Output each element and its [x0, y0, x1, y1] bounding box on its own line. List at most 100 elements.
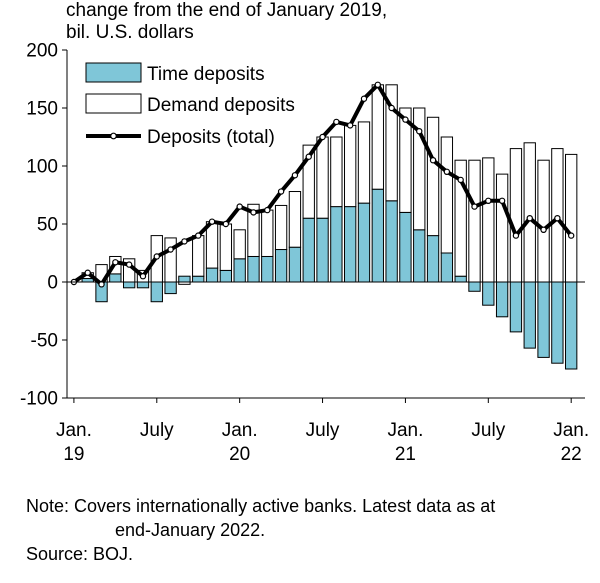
- time-deposit-bar: [371, 188, 384, 283]
- x-tick-label: July: [140, 420, 174, 441]
- demand-deposit-bar: [537, 159, 550, 283]
- total-deposits-point: [485, 197, 492, 204]
- time-deposit-bar: [192, 275, 205, 283]
- demand-deposit-bar: [344, 124, 357, 208]
- chart-notes: Note: Covers internationally active bank…: [26, 494, 495, 566]
- time-deposit-bar: [399, 211, 412, 283]
- demand-deposit-bar: [261, 209, 274, 257]
- time-deposit-bar: [357, 202, 371, 283]
- x-tick-label: Jan.: [553, 420, 589, 441]
- legend-label: Deposits (total): [147, 127, 275, 148]
- demand-deposit-bar: [440, 136, 454, 254]
- time-deposit-bar: [81, 278, 94, 283]
- demand-deposit-bar: [482, 157, 495, 283]
- demand-deposit-bar: [219, 223, 233, 271]
- y-tick-label: -100: [20, 389, 58, 410]
- total-deposits-point: [153, 253, 160, 260]
- time-deposit-bar: [261, 255, 274, 283]
- total-deposits-point: [333, 118, 340, 126]
- total-deposits-point: [250, 209, 257, 216]
- demand-deposit-bar: [192, 235, 205, 277]
- total-deposits-point: [195, 232, 202, 239]
- time-deposit-bar: [123, 281, 136, 289]
- time-deposit-bar: [109, 273, 122, 283]
- time-deposit-bar: [205, 267, 219, 283]
- total-deposits-point: [554, 214, 561, 222]
- x-tick-label: Jan.: [222, 420, 258, 441]
- x-tick-label: July: [471, 420, 505, 441]
- total-deposits-point: [471, 203, 478, 210]
- time-deposit-bar: [454, 275, 467, 283]
- y-tick-label: 100: [26, 157, 58, 178]
- note-line-1: Note: Covers internationally active bank…: [26, 496, 496, 516]
- y-tick-label: 0: [47, 273, 58, 294]
- demand-deposit-bar: [468, 159, 481, 283]
- time-deposit-bar: [426, 235, 440, 283]
- demand-deposit-bar: [316, 136, 329, 219]
- total-deposits-point: [374, 81, 381, 89]
- time-deposit-bar: [468, 281, 481, 292]
- x-tick-label: July: [306, 420, 340, 441]
- time-deposit-bar: [233, 258, 246, 283]
- time-deposit-bar: [385, 200, 398, 283]
- total-deposits-point: [526, 214, 533, 222]
- demand-deposit-bar: [302, 144, 315, 219]
- note-line-2: end-January 2022.: [115, 520, 266, 540]
- y-tick-label: 50: [37, 215, 58, 236]
- total-deposits-point: [181, 238, 188, 245]
- legend-swatch: [85, 62, 142, 83]
- total-deposits-point: [402, 116, 409, 123]
- time-deposit-bar: [288, 246, 302, 283]
- x-tick-label-year: 21: [395, 444, 416, 465]
- total-deposits-point: [346, 122, 354, 129]
- total-deposits-point: [291, 172, 299, 179]
- demand-deposit-bar: [247, 203, 260, 257]
- time-deposit-bar: [178, 275, 191, 283]
- demand-deposit-bar: [330, 136, 343, 208]
- time-deposit-bar: [551, 281, 564, 364]
- total-deposits-point: [277, 188, 285, 195]
- time-deposit-bar: [136, 281, 150, 289]
- total-deposits-point: [222, 220, 230, 228]
- demand-deposit-bar: [288, 191, 302, 248]
- x-tick-label-year: 19: [63, 444, 84, 465]
- time-deposit-bar: [219, 269, 233, 283]
- y-axis-title: change from the end of January 2019, bil…: [66, 0, 387, 44]
- total-deposits-point: [125, 261, 133, 268]
- demand-deposit-bar: [385, 84, 398, 202]
- time-deposit-bar: [150, 281, 163, 303]
- demand-deposit-bar: [509, 148, 523, 283]
- y-tick-label: -50: [31, 331, 58, 352]
- demand-deposit-bar: [426, 116, 440, 237]
- total-deposits-point: [388, 104, 395, 112]
- total-deposits-point: [360, 95, 368, 102]
- total-deposits-point: [429, 156, 437, 164]
- total-deposits-point: [457, 176, 464, 184]
- x-tick-label: Jan.: [387, 420, 423, 441]
- y-axis-title-line2: bil. U.S. dollars: [66, 22, 194, 43]
- total-deposits-point: [139, 273, 147, 280]
- x-tick-label-year: 22: [561, 444, 582, 465]
- time-deposit-bar: [247, 255, 260, 283]
- demand-deposit-bar: [523, 142, 536, 283]
- source-line: Source: BOJ.: [26, 544, 134, 564]
- total-deposits-point: [443, 168, 451, 175]
- time-deposit-bar: [164, 281, 177, 295]
- legend-swatch-marker: [110, 132, 117, 140]
- time-deposit-bar: [537, 281, 550, 358]
- time-deposit-bar: [330, 206, 343, 283]
- total-deposits-point: [264, 206, 271, 214]
- demand-deposit-bar: [399, 107, 412, 213]
- demand-deposit-bar: [565, 153, 578, 283]
- time-deposit-bar: [344, 206, 357, 283]
- demand-deposit-bar: [413, 107, 426, 231]
- y-axis-title-line1: change from the end of January 2019,: [66, 0, 388, 21]
- total-deposits-point: [540, 226, 547, 233]
- legend-label: Demand deposits: [147, 95, 295, 116]
- total-deposits-point: [208, 218, 216, 225]
- total-deposits-point: [167, 246, 174, 253]
- x-tick-label: Jan.: [56, 420, 92, 441]
- legend-label: Time deposits: [147, 64, 265, 85]
- time-deposit-bar: [274, 249, 288, 283]
- demand-deposit-bar: [495, 173, 509, 283]
